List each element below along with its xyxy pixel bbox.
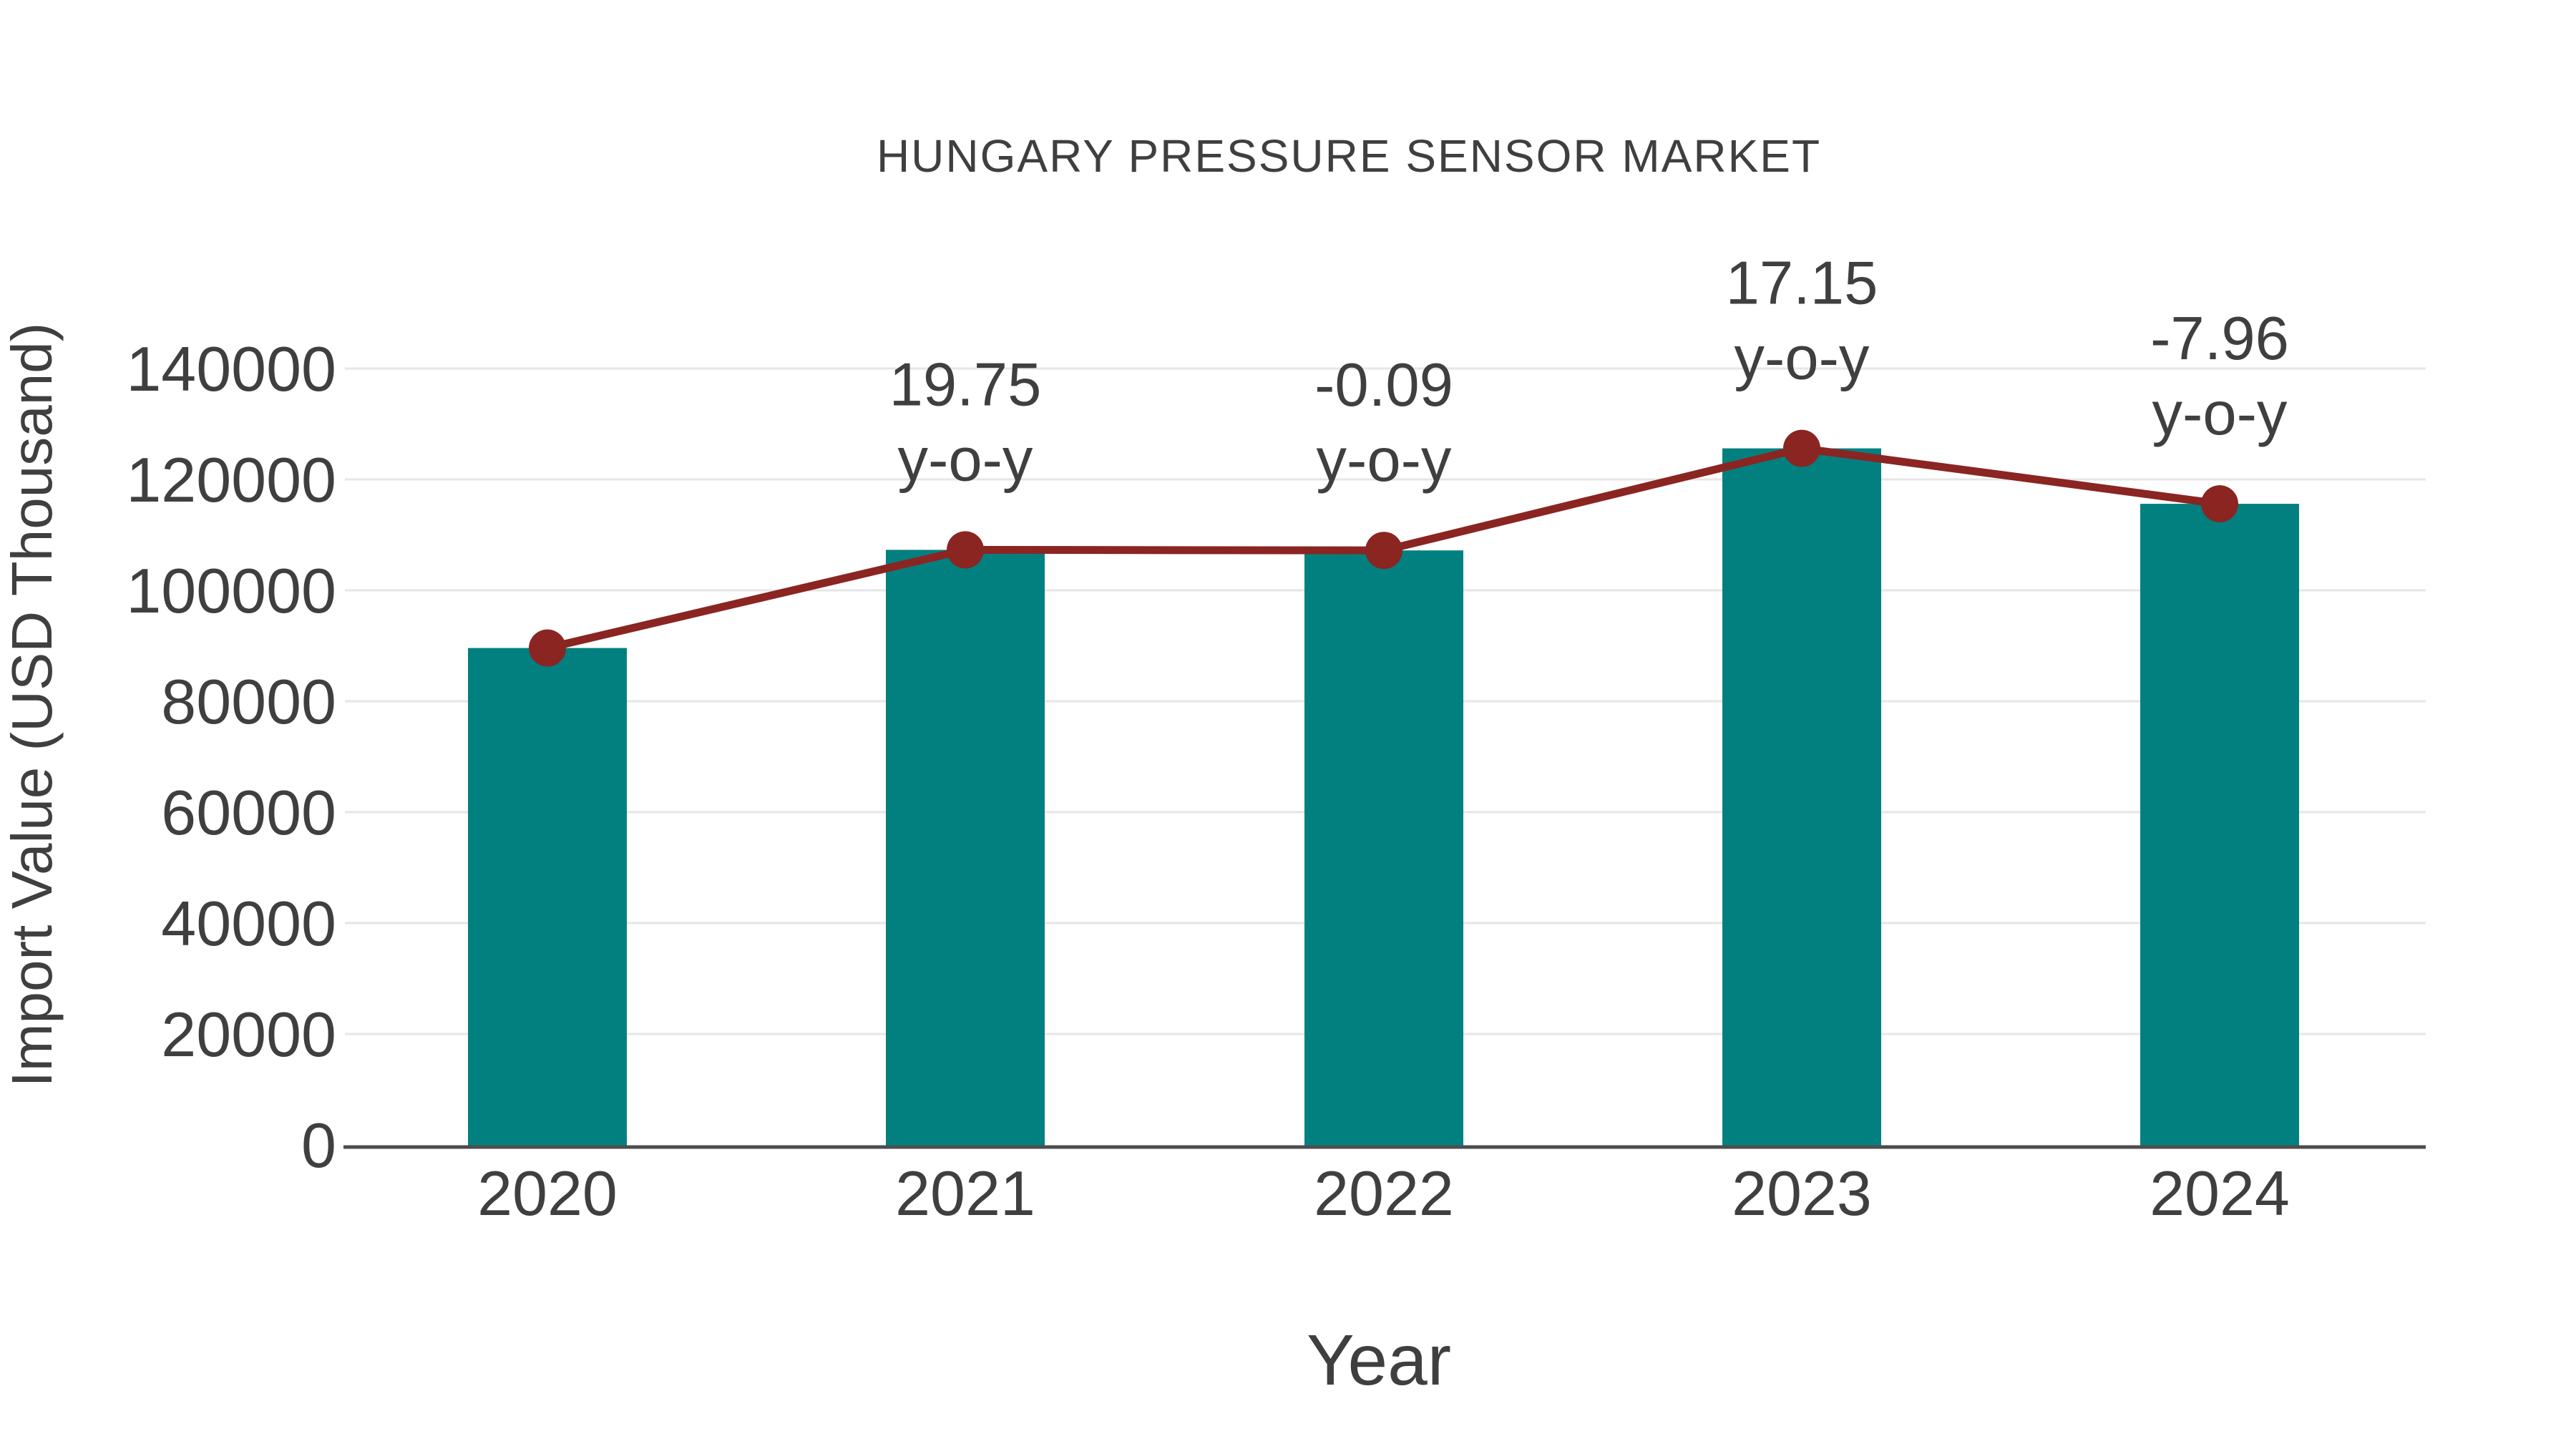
- y-tick-label-140000: 140000: [126, 333, 336, 404]
- y-tick-label-80000: 80000: [161, 666, 336, 737]
- bars-layer: [468, 448, 2299, 1147]
- yoy-value-label-2024: -7.96: [2150, 305, 2289, 373]
- tick-labels-layer: 0 20000 40000 60000 80000 100000 120000 140000 2…: [126, 333, 2290, 1229]
- yoy-suffix-label-2022: y-o-y: [1317, 426, 1452, 494]
- y-tick-label-100000: 100000: [126, 555, 336, 626]
- bar-2022: [1304, 550, 1463, 1147]
- trend-line-layer: [529, 429, 2238, 667]
- yoy-value-label-2021: 19.75: [889, 351, 1042, 419]
- yoy-value-label-2022: -0.09: [1314, 351, 1453, 419]
- y-tick-label-60000: 60000: [161, 777, 336, 848]
- bar-2023: [1722, 448, 1881, 1147]
- marker-2022: [1365, 532, 1402, 570]
- chart-title: HUNGARY PRESSURE SENSOR MARKET: [877, 130, 1821, 182]
- x-tick-label-2021: 2021: [895, 1158, 1035, 1229]
- yoy-suffix-label-2021: y-o-y: [898, 426, 1033, 494]
- y-tick-label-20000: 20000: [161, 999, 336, 1070]
- yoy-value-label-2023: 17.15: [1726, 250, 1878, 318]
- y-tick-label-0: 0: [301, 1110, 336, 1181]
- x-axis-title: Year: [1307, 1320, 1451, 1400]
- y-tick-label-120000: 120000: [126, 444, 336, 515]
- annotations-layer: 19.75 y-o-y -0.09 y-o-y 17.15 y-o-y -7.96 y-o-y: [889, 250, 2289, 495]
- y-tick-label-40000: 40000: [161, 888, 336, 959]
- yoy-suffix-label-2024: y-o-y: [2152, 380, 2288, 448]
- marker-2023: [1783, 429, 1820, 467]
- marker-2020: [529, 629, 566, 667]
- x-tick-label-2022: 2022: [1314, 1158, 1454, 1229]
- bar-2024: [2140, 504, 2299, 1147]
- bar-2021: [886, 550, 1045, 1147]
- marker-2024: [2201, 485, 2238, 523]
- bar-2020: [468, 648, 627, 1147]
- x-tick-label-2024: 2024: [2150, 1158, 2290, 1229]
- marker-2021: [947, 531, 984, 569]
- y-axis-title: Import Value (USD Thousand): [0, 323, 64, 1088]
- x-tick-label-2020: 2020: [477, 1158, 618, 1229]
- x-tick-label-2023: 2023: [1732, 1158, 1872, 1229]
- yoy-suffix-label-2023: y-o-y: [1735, 325, 1870, 393]
